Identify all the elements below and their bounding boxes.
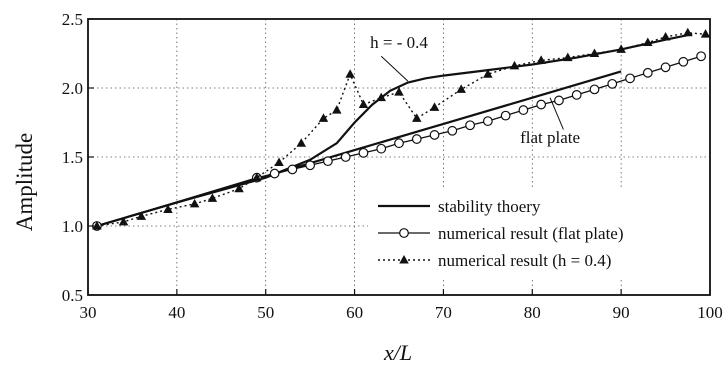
data-point [554, 95, 564, 106]
data-point [683, 27, 693, 37]
y-tick-label: 0.5 [62, 286, 83, 305]
data-point [358, 147, 369, 158]
data-point [411, 134, 422, 144]
data-point [607, 78, 618, 89]
data-point [429, 130, 440, 140]
data-point [642, 67, 653, 78]
legend-item: numerical result (flat plate) [378, 224, 624, 243]
x-axis-label: x/L [383, 340, 412, 365]
data-point [274, 157, 284, 167]
data-point [305, 160, 316, 171]
series-line [96, 32, 706, 227]
legend-marker [399, 255, 409, 264]
data-point [456, 84, 466, 93]
data-point [465, 120, 475, 131]
data-point [589, 84, 600, 95]
data-point [92, 221, 102, 230]
data-point [136, 211, 147, 220]
data-point [358, 99, 369, 109]
data-point [340, 152, 351, 162]
legend-label: numerical result (h = 0.4) [438, 251, 611, 270]
legend-item: stability thoery [378, 197, 541, 216]
data-point [700, 29, 711, 38]
series-3 [92, 27, 711, 230]
x-tick-label: 80 [524, 303, 541, 322]
data-point [643, 37, 653, 46]
data-point [376, 143, 387, 154]
data-point [296, 138, 307, 147]
data-point [447, 125, 458, 136]
data-point [678, 56, 689, 67]
data-point [412, 113, 422, 122]
data-point [660, 62, 671, 73]
annotations: h = - 0.4 flat plate [370, 33, 580, 147]
data-point [163, 204, 173, 213]
data-point [269, 168, 280, 179]
x-tick-label: 70 [435, 303, 452, 322]
x-tick-label: 40 [168, 303, 185, 322]
legend-label: numerical result (flat plate) [438, 224, 624, 243]
data-point [323, 156, 333, 167]
data-point [318, 113, 329, 122]
data-point [589, 48, 600, 57]
data-point [207, 193, 218, 202]
data-point [616, 44, 626, 53]
data-point [536, 55, 546, 64]
data-point [536, 99, 547, 110]
data-point [394, 138, 404, 149]
data-point [660, 31, 671, 41]
ticks: 30 40 50 60 70 80 90 100 0.5 1.0 1.5 2.0 2.5 [62, 10, 723, 322]
data-point [518, 105, 529, 115]
data-point [509, 60, 520, 70]
data-point [287, 164, 298, 175]
y-tick-label: 2.0 [62, 79, 83, 98]
x-tick-label: 100 [697, 303, 723, 322]
x-tick-label: 90 [613, 303, 630, 322]
data-point [394, 87, 404, 96]
y-tick-label: 1.0 [62, 217, 83, 236]
data-point [345, 69, 355, 78]
data-point [429, 102, 440, 111]
legend-label: stability thoery [438, 197, 541, 216]
x-tick-label: 30 [80, 303, 97, 322]
legend: stability thoery numerical result (flat p… [368, 190, 708, 280]
data-point [483, 69, 493, 78]
series-layer [91, 27, 711, 231]
y-tick-label: 1.5 [62, 148, 83, 167]
data-point [563, 52, 573, 62]
annotation-leader [380, 55, 409, 82]
data-point [252, 172, 262, 182]
annotation-label: flat plate [520, 128, 580, 147]
data-point [571, 89, 582, 100]
data-point [189, 198, 200, 208]
data-point [376, 92, 386, 102]
data-point [234, 183, 244, 193]
y-axis-label: Amplitude [12, 133, 37, 231]
data-point [696, 51, 707, 62]
y-tick-label: 2.5 [62, 10, 83, 29]
legend-item: numerical result (h = 0.4) [378, 251, 611, 270]
data-point [118, 216, 129, 226]
annotation-leader [549, 97, 564, 130]
annotation-label: h = - 0.4 [370, 33, 428, 52]
data-point [332, 105, 342, 114]
x-tick-label: 50 [257, 303, 274, 322]
data-point [482, 116, 493, 127]
data-point [625, 73, 635, 84]
legend-marker [399, 228, 409, 238]
x-tick-label: 60 [346, 303, 363, 322]
data-point [500, 110, 511, 121]
